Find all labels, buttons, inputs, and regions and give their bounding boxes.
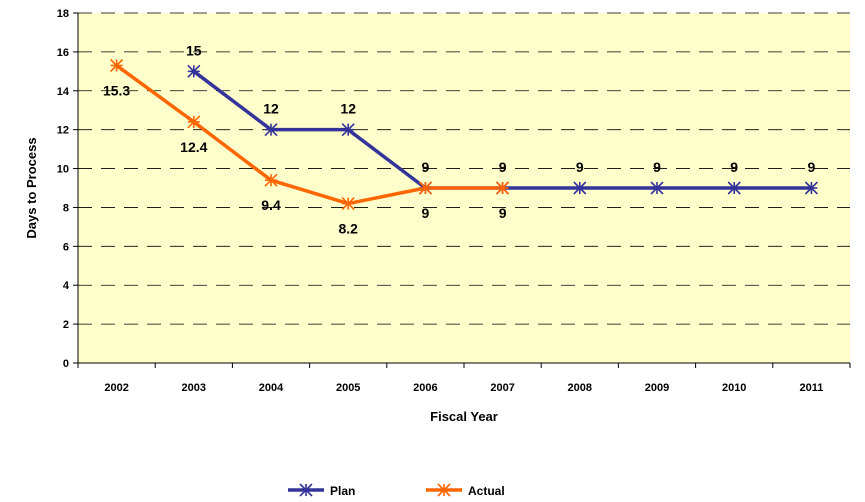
y-tick-label: 10 xyxy=(57,164,69,176)
plan-point xyxy=(264,123,278,137)
plan-data-label: 9 xyxy=(653,159,661,175)
actual-series-line xyxy=(115,64,503,206)
x-tick-label: 2002 xyxy=(104,382,128,394)
x-tick-label: 2006 xyxy=(413,382,437,394)
actual-data-label: 9.4 xyxy=(261,197,281,213)
plan-point xyxy=(341,123,355,137)
plan-point xyxy=(187,64,201,78)
x-tick-label: 2005 xyxy=(336,382,360,394)
actual-legend-label: Actual xyxy=(468,484,505,498)
actual-data-label: 9 xyxy=(422,205,430,221)
actual-point xyxy=(110,58,124,73)
plan-data-label: 12 xyxy=(340,101,356,117)
y-tick-label: 14 xyxy=(57,86,70,98)
plan-point xyxy=(573,181,587,195)
legend: Plan Actual xyxy=(288,483,505,498)
y-tick-label: 0 xyxy=(63,358,69,370)
plan-legend-label: Plan xyxy=(330,484,355,498)
y-axis-title: Days to Process xyxy=(24,137,39,238)
data-labels: 15 12 12 9 9 9 9 9 9 15.3 12.4 9.4 8.2 9 9 xyxy=(103,42,816,236)
actual-point xyxy=(418,181,432,195)
actual-data-label: 15.3 xyxy=(103,83,130,99)
plan-data-label: 12 xyxy=(263,101,279,117)
x-tick-label: 2003 xyxy=(182,382,206,394)
y-tick-label: 18 xyxy=(57,8,69,20)
x-tick-label: 2010 xyxy=(722,382,746,394)
actual-point xyxy=(187,115,201,129)
actual-legend-marker xyxy=(437,483,451,497)
series-markers xyxy=(110,58,818,211)
plan-legend-marker xyxy=(299,483,313,497)
y-tick-label: 6 xyxy=(63,241,69,253)
y-tick-label: 4 xyxy=(63,280,70,292)
plan-point xyxy=(650,181,664,195)
actual-data-label: 9 xyxy=(499,205,507,221)
actual-point xyxy=(496,181,510,195)
x-tick-label: 2011 xyxy=(799,382,823,394)
x-tick-label: 2004 xyxy=(259,382,284,394)
plan-point xyxy=(727,181,741,195)
plan-data-label: 9 xyxy=(422,159,430,175)
y-tick-label: 8 xyxy=(63,202,69,214)
x-tick-label: 2008 xyxy=(568,382,592,394)
x-tick-label: 2007 xyxy=(490,382,514,394)
actual-data-label: 12.4 xyxy=(180,139,207,155)
plan-data-label: 15 xyxy=(186,42,202,58)
y-tick-label: 12 xyxy=(57,125,69,137)
y-tick-label: 2 xyxy=(63,319,69,331)
plan-data-label: 9 xyxy=(576,159,584,175)
plan-data-label: 9 xyxy=(730,159,738,175)
y-tick-label: 16 xyxy=(57,47,69,59)
y-axis-ticks: 0 2 4 6 8 10 12 14 16 18 xyxy=(57,8,78,370)
x-axis-ticks: 2002 2003 2004 2005 2006 2007 2008 2009 2010 2011 xyxy=(77,363,851,394)
actual-point xyxy=(341,196,355,211)
x-tick-label: 2009 xyxy=(645,382,669,394)
plan-data-label: 9 xyxy=(499,159,507,175)
actual-data-label: 8.2 xyxy=(338,221,358,237)
x-axis-title: Fiscal Year xyxy=(430,409,498,424)
plan-data-label: 9 xyxy=(808,159,816,175)
actual-point xyxy=(264,173,278,187)
plan-point xyxy=(804,181,818,195)
